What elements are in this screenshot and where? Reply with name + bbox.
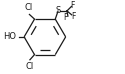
Text: S: S bbox=[56, 6, 61, 15]
Text: Cl: Cl bbox=[26, 62, 34, 71]
Text: F: F bbox=[63, 13, 68, 22]
Text: Cl: Cl bbox=[24, 3, 33, 12]
Text: HO: HO bbox=[3, 32, 16, 41]
Text: F: F bbox=[70, 1, 75, 10]
Text: F: F bbox=[71, 12, 76, 21]
